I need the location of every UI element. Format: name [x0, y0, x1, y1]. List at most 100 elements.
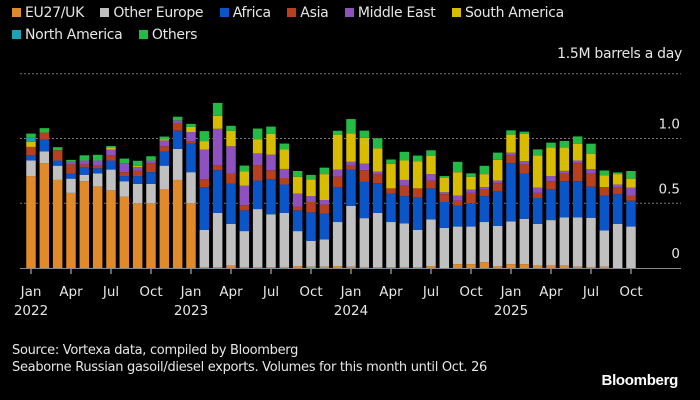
bar-segment: [546, 189, 556, 221]
legend-item-africa: Africa: [219, 2, 271, 24]
bar-segment: [586, 186, 596, 218]
y-tick-label: 0: [671, 246, 680, 262]
bar-segment: [306, 240, 316, 267]
bar-segment: [586, 169, 596, 174]
x-year-label: 2022: [14, 303, 48, 319]
bar-segment: [466, 189, 476, 193]
bar-segment: [559, 181, 570, 218]
bar-segment: [266, 133, 276, 155]
bar-segment: [359, 267, 370, 268]
bar-segment: [319, 204, 330, 214]
bar-segment: [266, 267, 276, 268]
bar-segment: [66, 159, 76, 162]
x-tick-label: Jan: [20, 284, 42, 300]
bar-segment: [119, 196, 130, 268]
bar-segment: [146, 203, 156, 268]
chart-legend: EU27/UK Other Europe Africa Asia Middle …: [12, 2, 692, 46]
bar-segment: [586, 173, 596, 187]
bar-stack: [439, 176, 450, 268]
bar-segment: [412, 188, 423, 198]
bar-segment: [612, 172, 623, 175]
bar-segment: [306, 179, 316, 197]
bar-stack: [319, 167, 330, 268]
bar-segment: [386, 188, 396, 194]
bar-segment: [466, 173, 476, 177]
bar-stack: [212, 102, 223, 268]
bar-segment: [106, 155, 116, 161]
bar-segment: [79, 155, 90, 161]
bar-segment: [292, 206, 303, 211]
legend-label: North America: [25, 27, 123, 43]
bar-segment: [226, 125, 236, 131]
bar-segment: [586, 153, 596, 170]
bar-segment: [226, 130, 236, 147]
bar-segment: [172, 130, 183, 149]
bar-segment: [372, 148, 383, 172]
bar-segment: [66, 192, 76, 268]
legend-row-2: North America Others: [12, 24, 692, 46]
bar-segment: [319, 167, 330, 175]
bar-stack: [292, 171, 303, 268]
x-year-label: 2024: [334, 303, 368, 319]
bar-stack: [39, 128, 50, 268]
bar-segment: [412, 197, 423, 230]
legend-item-other-europe: Other Europe: [100, 2, 204, 24]
bar-segment: [319, 239, 330, 267]
bar-segment: [319, 266, 330, 268]
bar-segment: [346, 161, 356, 166]
x-tick-label: Oct: [139, 284, 162, 300]
bar-stack: [546, 142, 556, 268]
bar-segment: [92, 173, 103, 187]
bar-segment: [226, 223, 236, 266]
bar-segment: [546, 142, 556, 148]
bar-segment: [159, 165, 170, 189]
bar-segment: [386, 193, 396, 223]
bar-segment: [626, 178, 636, 188]
bar-segment: [359, 163, 370, 171]
bar-segment: [212, 115, 223, 129]
bar-segment: [132, 165, 143, 167]
bar-stack: [146, 156, 156, 268]
bar-segment: [306, 196, 316, 202]
bar-segment: [66, 173, 76, 179]
x-tick-label: Apr: [219, 284, 243, 300]
bar-segment: [399, 179, 410, 186]
x-tick-label: Oct: [459, 284, 482, 300]
bar-segment: [532, 155, 543, 188]
x-tick-label: Jan: [500, 284, 522, 300]
bars: [26, 102, 636, 269]
bar-segment: [239, 210, 250, 232]
bar-segment: [399, 160, 410, 180]
bar-segment: [106, 147, 116, 150]
bar-segment: [586, 266, 596, 268]
bar-segment: [479, 222, 490, 263]
bar-segment: [292, 193, 303, 207]
bar-segment: [546, 176, 556, 182]
bar-segment: [186, 172, 196, 204]
bar-segment: [292, 210, 303, 232]
bar-segment: [346, 165, 356, 170]
bar-segment: [92, 186, 103, 268]
x-tick-label: Oct: [299, 284, 322, 300]
bar-segment: [399, 223, 410, 268]
bar-segment: [306, 201, 316, 213]
bar-segment: [452, 226, 463, 265]
bar-segment: [26, 137, 36, 142]
bar-segment: [399, 196, 410, 224]
bar-segment: [519, 164, 530, 174]
bar-segment: [132, 183, 143, 204]
bar-segment: [532, 223, 543, 266]
bar-segment: [386, 163, 396, 189]
bar-segment: [492, 180, 503, 184]
x-year-label: 2023: [174, 303, 208, 319]
legend-label: Middle East: [357, 5, 436, 21]
bar-segment: [412, 229, 423, 268]
bar-segment: [132, 203, 143, 268]
bar-segment: [599, 195, 610, 231]
bar-segment: [466, 176, 476, 190]
bar-segment: [479, 262, 490, 268]
legend-swatch: [138, 30, 148, 39]
bar-stack: [92, 154, 103, 268]
bar-segment: [386, 159, 396, 164]
bar-segment: [452, 205, 463, 227]
